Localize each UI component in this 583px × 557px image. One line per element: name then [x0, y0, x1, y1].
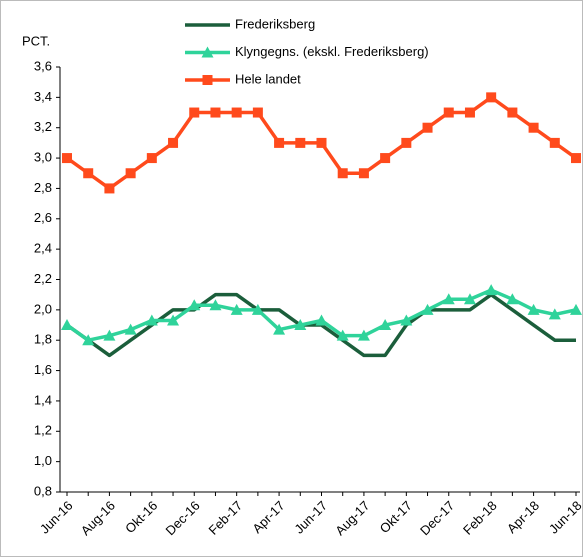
marker	[357, 329, 370, 341]
y-tick-label: 2,8	[34, 180, 52, 195]
y-tick-label: 3,6	[34, 58, 52, 73]
marker	[486, 92, 497, 103]
y-tick-label: 1,4	[34, 392, 52, 407]
y-tick-label: 1,2	[34, 423, 52, 438]
marker	[358, 168, 369, 179]
marker	[422, 122, 433, 133]
marker	[210, 107, 221, 118]
marker	[202, 75, 213, 85]
legend-label: Frederiksberg	[235, 16, 315, 31]
marker	[443, 107, 454, 118]
marker	[337, 168, 348, 179]
marker	[125, 168, 136, 179]
marker	[294, 319, 307, 331]
marker	[464, 107, 475, 118]
marker	[274, 137, 285, 148]
marker	[336, 329, 349, 341]
y-tick-label: 1,0	[34, 453, 52, 468]
marker	[209, 299, 222, 311]
y-tick-label: 2,6	[34, 210, 52, 225]
marker	[315, 314, 328, 326]
marker	[442, 293, 455, 305]
marker	[189, 107, 200, 118]
marker	[548, 308, 561, 320]
marker	[188, 299, 201, 311]
marker	[528, 122, 539, 133]
y-tick-label: 3,2	[34, 119, 52, 134]
legend-label: Klyngegns. (ekskl. Frederiksberg)	[235, 44, 429, 59]
marker	[251, 303, 264, 315]
marker	[507, 107, 518, 118]
marker	[549, 137, 560, 148]
y-tick-label: 1,6	[34, 362, 52, 377]
marker	[527, 303, 540, 315]
marker	[252, 107, 263, 118]
marker	[62, 153, 72, 164]
marker	[570, 303, 582, 315]
marker	[379, 319, 392, 331]
y-axis-label: PCT.	[22, 33, 50, 48]
marker	[421, 303, 434, 315]
marker	[146, 153, 157, 164]
marker	[571, 153, 581, 164]
marker	[83, 168, 94, 179]
marker	[506, 293, 519, 305]
marker	[145, 314, 158, 326]
marker	[401, 137, 412, 148]
marker	[168, 137, 179, 148]
y-tick-label: 3,0	[34, 150, 52, 165]
marker	[124, 323, 137, 335]
y-tick-label: 0,8	[34, 483, 52, 498]
marker	[82, 334, 95, 346]
y-tick-label: 3,4	[34, 89, 52, 104]
marker	[485, 284, 498, 296]
marker	[463, 293, 476, 305]
marker	[316, 137, 327, 148]
marker	[201, 46, 214, 58]
marker	[295, 137, 306, 148]
marker	[400, 314, 413, 326]
marker	[380, 153, 391, 164]
marker	[230, 303, 243, 315]
marker	[104, 183, 115, 194]
y-tick-label: 2,0	[34, 301, 52, 316]
y-tick-label: 2,4	[34, 241, 52, 256]
marker	[231, 107, 242, 118]
marker	[167, 314, 180, 326]
y-tick-label: 2,2	[34, 271, 52, 286]
marker	[61, 319, 73, 331]
legend-label: Hele landet	[235, 71, 301, 86]
y-tick-label: 1,8	[34, 332, 52, 347]
marker	[103, 329, 116, 341]
marker	[273, 323, 286, 335]
